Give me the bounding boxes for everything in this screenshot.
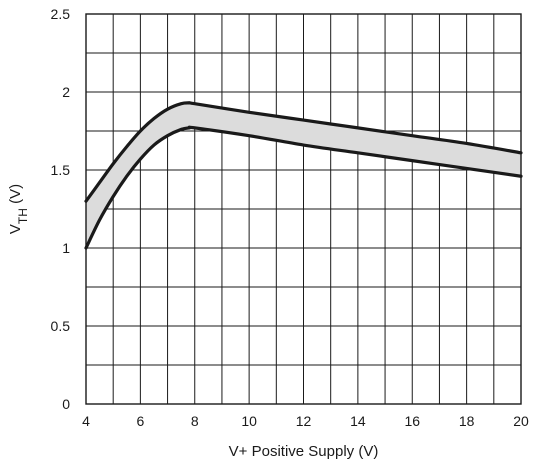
plot-area xyxy=(84,101,523,250)
y-axis-label-suffix: (V) xyxy=(7,184,24,208)
y-tick-label: 0 xyxy=(62,396,70,412)
y-tick-label: 2 xyxy=(62,84,70,100)
vth-range-band xyxy=(86,102,521,248)
x-tick-label: 14 xyxy=(350,413,366,429)
lower-vth-curve xyxy=(84,125,523,250)
x-tick-label: 8 xyxy=(191,413,199,429)
x-tick-label: 6 xyxy=(136,413,144,429)
y-axis-label-subscript: TH xyxy=(16,208,30,224)
x-axis-label: V+ Positive Supply (V) xyxy=(229,443,379,460)
x-tick-label: 12 xyxy=(296,413,312,429)
x-tick-label: 10 xyxy=(241,413,257,429)
y-axis-label-prefix: V xyxy=(7,224,24,234)
x-tick-label: 18 xyxy=(459,413,475,429)
y-tick-label: 2.5 xyxy=(51,6,71,22)
x-tick-label: 4 xyxy=(82,413,90,429)
x-tick-label: 20 xyxy=(513,413,529,429)
y-tick-label: 0.5 xyxy=(51,318,71,334)
y-axis-label: VTH (V) xyxy=(7,184,30,234)
x-axis-ticks: 4 6 8 10 12 14 16 18 20 xyxy=(82,413,529,429)
y-axis-ticks: 0 0.5 1 1.5 2 2.5 xyxy=(51,6,71,412)
plot-frame xyxy=(85,13,522,405)
x-tick-label: 16 xyxy=(404,413,420,429)
upper-vth-curve xyxy=(84,101,523,203)
y-tick-label: 1 xyxy=(62,240,70,256)
y-tick-label: 1.5 xyxy=(51,162,71,178)
grid xyxy=(85,13,522,405)
